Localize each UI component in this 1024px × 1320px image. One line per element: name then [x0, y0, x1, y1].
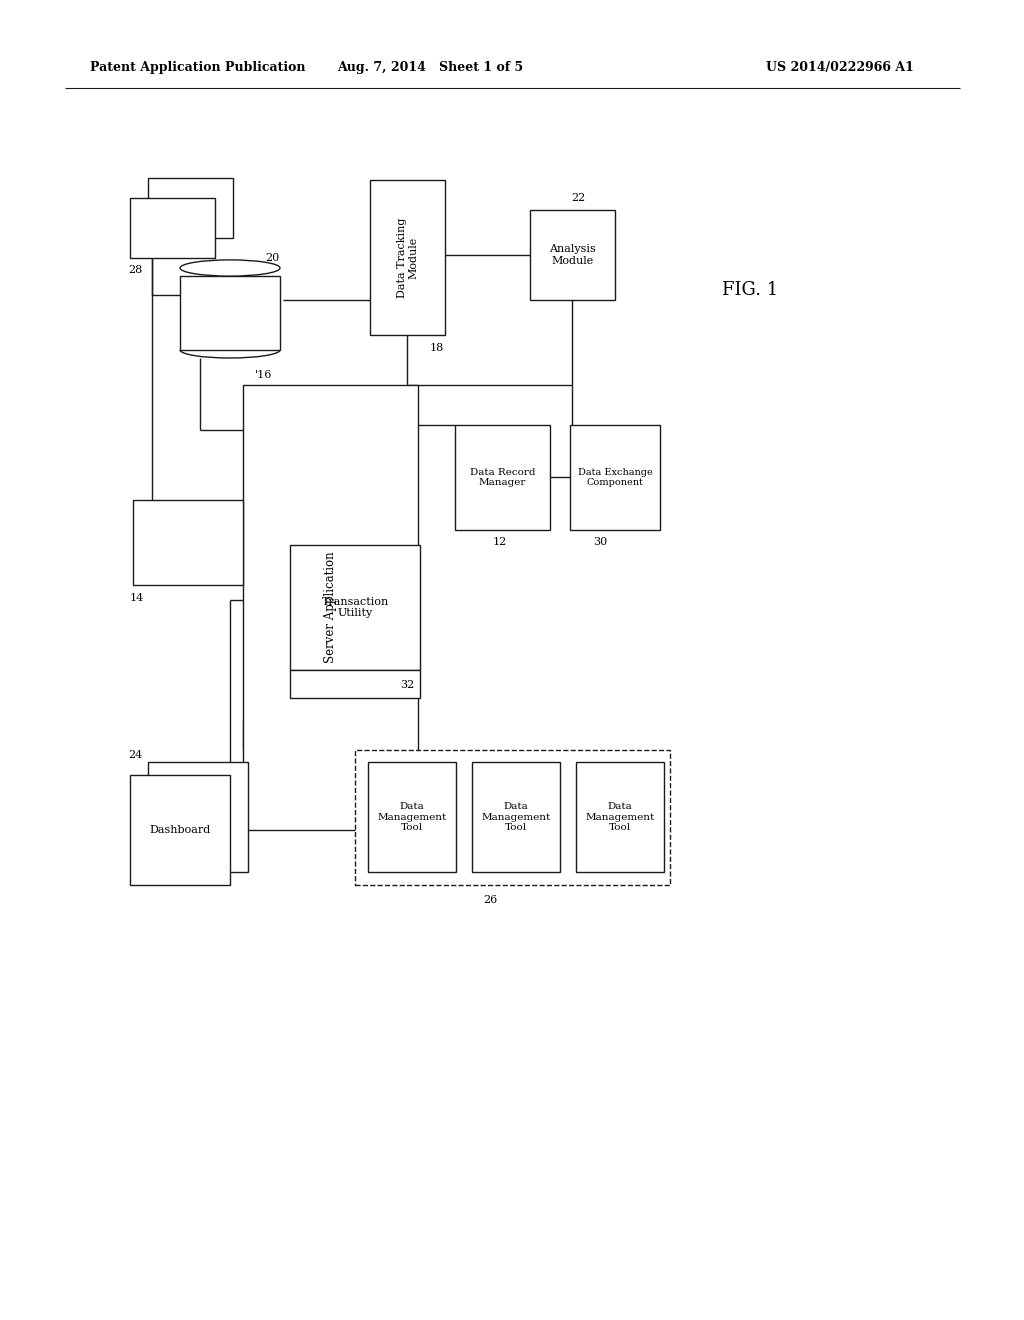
Bar	[530, 210, 615, 300]
Text: Data
Management
Tool: Data Management Tool	[586, 803, 654, 832]
Text: 24: 24	[128, 750, 142, 760]
Text: '16: '16	[255, 370, 272, 380]
Text: Transaction
Utility: Transaction Utility	[322, 597, 389, 618]
Bar	[368, 762, 456, 873]
Text: Data
Management
Tool: Data Management Tool	[481, 803, 551, 832]
Text: Server Application: Server Application	[324, 552, 337, 664]
Bar	[472, 762, 560, 873]
Text: 30: 30	[593, 537, 607, 546]
Text: Patent Application Publication: Patent Application Publication	[90, 62, 305, 74]
Text: Data Record
Manager: Data Record Manager	[470, 467, 536, 487]
Bar	[575, 762, 664, 873]
Text: FIG. 1: FIG. 1	[722, 281, 778, 300]
Ellipse shape	[180, 260, 280, 276]
Bar	[130, 198, 215, 257]
Bar	[243, 385, 418, 830]
Text: Analysis
Module: Analysis Module	[549, 244, 596, 265]
Bar	[133, 500, 243, 585]
Bar	[570, 425, 660, 531]
Text: US 2014/0222966 A1: US 2014/0222966 A1	[766, 62, 914, 74]
Text: 20: 20	[265, 253, 280, 263]
Bar	[148, 178, 233, 238]
Bar	[455, 425, 550, 531]
Text: 28: 28	[128, 265, 142, 275]
Text: Data Tracking
Module: Data Tracking Module	[396, 218, 418, 298]
Bar	[180, 276, 280, 350]
Text: 22: 22	[570, 193, 585, 203]
Bar	[370, 180, 445, 335]
Text: Data
Management
Tool: Data Management Tool	[378, 803, 446, 832]
Bar	[130, 775, 230, 884]
Text: Dashboard: Dashboard	[150, 825, 211, 836]
Bar	[290, 671, 420, 698]
Text: 26: 26	[483, 895, 497, 906]
Bar	[355, 750, 670, 884]
Bar	[290, 545, 420, 671]
Text: Data Exchange
Component: Data Exchange Component	[578, 467, 652, 487]
Text: Aug. 7, 2014   Sheet 1 of 5: Aug. 7, 2014 Sheet 1 of 5	[337, 62, 523, 74]
Text: 18: 18	[430, 343, 444, 352]
Text: 12: 12	[493, 537, 507, 546]
Text: 14: 14	[130, 593, 144, 603]
Bar	[148, 762, 248, 873]
Text: 32: 32	[400, 680, 415, 690]
